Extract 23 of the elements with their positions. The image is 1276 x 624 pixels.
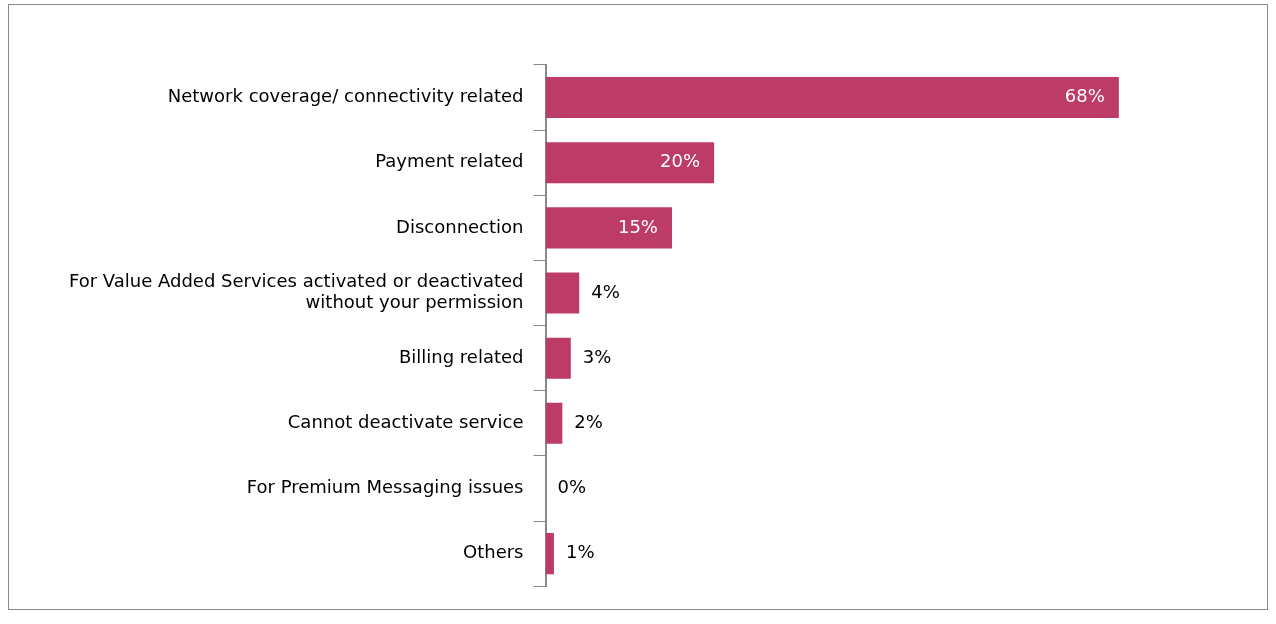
data-label: 2% (574, 411, 603, 432)
bar (545, 272, 580, 314)
y-tick-label: Billing related (398, 345, 524, 367)
y-tick-label: Cannot deactivate service (287, 411, 524, 432)
data-label: 1% (565, 541, 595, 563)
bar (545, 337, 571, 379)
data-label: 4% (591, 280, 620, 302)
y-tick-label: Network coverage/ connectivity related (167, 85, 524, 107)
y-tick-label: For Premium Messaging issues (246, 476, 524, 498)
data-label: 3% (582, 345, 612, 367)
data-label: 20% (660, 150, 701, 172)
bar (545, 207, 672, 249)
bar (545, 77, 1119, 119)
y-tick-label: Disconnection (396, 215, 524, 237)
y-tick-label: Others (463, 541, 524, 563)
y-tick-label: Payment related (375, 150, 524, 172)
bar (545, 533, 554, 575)
data-label: 15% (617, 215, 658, 237)
bar (545, 142, 715, 184)
data-label: 0% (557, 476, 587, 498)
y-tick-label: For Value Added Services activated or deactivated without your permission (69, 269, 524, 313)
bar (545, 402, 563, 444)
data-label: 68% (1064, 85, 1105, 107)
